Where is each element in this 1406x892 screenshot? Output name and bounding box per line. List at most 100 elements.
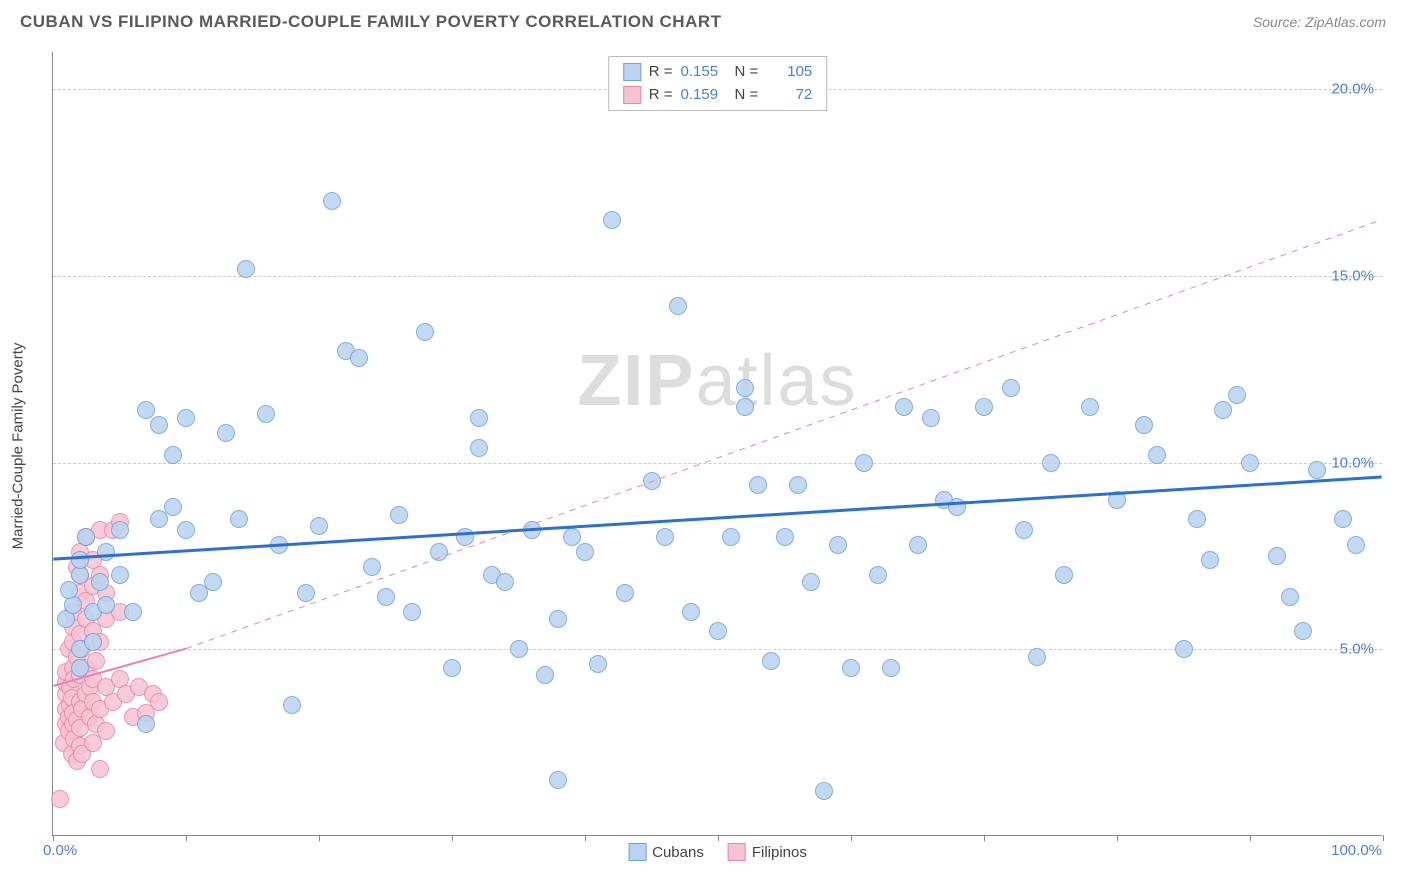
gridline-h <box>53 463 1382 464</box>
point-cubans <box>669 297 687 315</box>
stat-n-value: 105 <box>766 61 812 84</box>
point-cubans <box>1015 521 1033 539</box>
point-cubans <box>1188 510 1206 528</box>
point-cubans <box>975 398 993 416</box>
point-cubans <box>802 573 820 591</box>
gridline-h <box>53 276 1382 277</box>
point-cubans <box>323 192 341 210</box>
point-cubans <box>111 566 129 584</box>
point-cubans <box>470 439 488 457</box>
point-cubans <box>762 652 780 670</box>
point-cubans <box>390 506 408 524</box>
point-cubans <box>71 551 89 569</box>
point-cubans <box>1201 551 1219 569</box>
point-cubans <box>230 510 248 528</box>
point-cubans <box>91 573 109 591</box>
point-cubans <box>563 528 581 546</box>
x-tick <box>1117 835 1118 841</box>
point-cubans <box>177 409 195 427</box>
point-cubans <box>842 659 860 677</box>
stats-row-cubans: R = 0.155 N = 105 <box>623 61 813 84</box>
point-cubans <box>150 416 168 434</box>
x-axis-min-label: 0.0% <box>43 842 77 859</box>
chart-title: CUBAN VS FILIPINO MARRIED-COUPLE FAMILY … <box>20 12 722 32</box>
point-cubans <box>84 633 102 651</box>
point-cubans <box>1055 566 1073 584</box>
point-cubans <box>257 405 275 423</box>
point-cubans <box>416 323 434 341</box>
point-cubans <box>589 655 607 673</box>
point-filipinos <box>150 693 168 711</box>
point-cubans <box>855 454 873 472</box>
x-tick <box>1383 835 1384 841</box>
point-cubans <box>815 782 833 800</box>
stat-r-label: R = <box>649 61 673 84</box>
point-cubans <box>77 528 95 546</box>
point-cubans <box>1347 536 1365 554</box>
y-tick-label: 15.0% <box>1331 268 1374 285</box>
point-cubans <box>297 584 315 602</box>
point-cubans <box>177 521 195 539</box>
legend-item-filipinos: Filipinos <box>728 843 807 861</box>
stat-r-label: R = <box>649 84 673 107</box>
point-cubans <box>869 566 887 584</box>
point-cubans <box>882 659 900 677</box>
point-cubans <box>909 536 927 554</box>
point-cubans <box>97 596 115 614</box>
point-cubans <box>1148 446 1166 464</box>
point-cubans <box>1308 461 1326 479</box>
point-cubans <box>510 640 528 658</box>
point-cubans <box>616 584 634 602</box>
point-cubans <box>270 536 288 554</box>
series-legend: Cubans Filipinos <box>628 843 807 861</box>
point-cubans <box>829 536 847 554</box>
point-cubans <box>922 409 940 427</box>
stats-legend-box: R =0.155N =105R =0.159N =72 <box>608 56 828 111</box>
point-cubans <box>1028 648 1046 666</box>
point-cubans <box>164 446 182 464</box>
point-filipinos <box>91 760 109 778</box>
point-cubans <box>656 528 674 546</box>
point-cubans <box>549 610 567 628</box>
point-cubans <box>776 528 794 546</box>
y-axis-title: Married-Couple Family Poverty <box>10 343 27 550</box>
stat-r-value: 0.155 <box>681 61 727 84</box>
regression-lines-layer <box>53 52 1382 835</box>
point-cubans <box>1281 588 1299 606</box>
point-cubans <box>217 424 235 442</box>
point-filipinos <box>97 722 115 740</box>
y-tick-label: 20.0% <box>1331 81 1374 98</box>
point-cubans <box>736 398 754 416</box>
swatch-icon <box>628 843 646 861</box>
point-cubans <box>536 666 554 684</box>
chart-plot-area: ZIPatlas R =0.155N =105R =0.159N =72 0.0… <box>52 52 1382 836</box>
swatch-icon <box>728 843 746 861</box>
x-tick <box>851 835 852 841</box>
stat-n-label: N = <box>735 61 759 84</box>
point-cubans <box>895 398 913 416</box>
point-cubans <box>443 659 461 677</box>
point-cubans <box>643 472 661 490</box>
y-tick-label: 5.0% <box>1340 641 1374 658</box>
point-cubans <box>137 401 155 419</box>
x-tick <box>585 835 586 841</box>
point-cubans <box>749 476 767 494</box>
legend-item-cubans: Cubans <box>628 843 704 861</box>
point-cubans <box>204 573 222 591</box>
point-cubans <box>377 588 395 606</box>
point-cubans <box>310 517 328 535</box>
point-cubans <box>722 528 740 546</box>
point-cubans <box>60 581 78 599</box>
point-cubans <box>430 543 448 561</box>
point-cubans <box>736 379 754 397</box>
point-cubans <box>709 622 727 640</box>
point-cubans <box>283 696 301 714</box>
watermark: ZIPatlas <box>577 340 857 422</box>
chart-source: Source: ZipAtlas.com <box>1253 14 1386 30</box>
x-tick <box>1250 835 1251 841</box>
point-cubans <box>1108 491 1126 509</box>
point-filipinos <box>87 652 105 670</box>
x-tick <box>984 835 985 841</box>
x-tick <box>319 835 320 841</box>
point-cubans <box>137 715 155 733</box>
